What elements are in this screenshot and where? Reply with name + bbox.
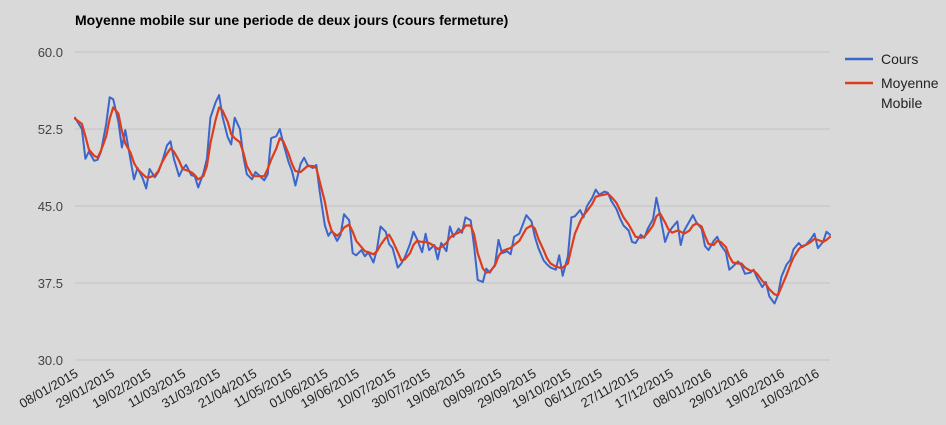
- chart-title: Moyenne mobile sur une periode de deux j…: [75, 12, 508, 28]
- y-tick-label: 60.0: [38, 45, 63, 60]
- legend-label-1: Moyenne Mobile: [881, 75, 939, 111]
- y-axis-ticks: 60.0 52.5 45.0 37.5 30.0: [38, 45, 63, 368]
- legend: Cours Moyenne Mobile: [845, 51, 939, 111]
- gridlines: [75, 51, 830, 361]
- series-line-1: [73, 106, 832, 297]
- y-tick-label: 37.5: [38, 276, 63, 291]
- y-tick-label: 52.5: [38, 122, 63, 137]
- series-lines: [73, 94, 832, 305]
- x-axis-ticks: 08/01/201529/01/201519/02/201511/03/2015…: [17, 366, 822, 412]
- y-tick-label: 45.0: [38, 199, 63, 214]
- series-line-0: [74, 94, 831, 305]
- legend-label-0: Cours: [881, 51, 918, 67]
- y-tick-label: 30.0: [38, 353, 63, 368]
